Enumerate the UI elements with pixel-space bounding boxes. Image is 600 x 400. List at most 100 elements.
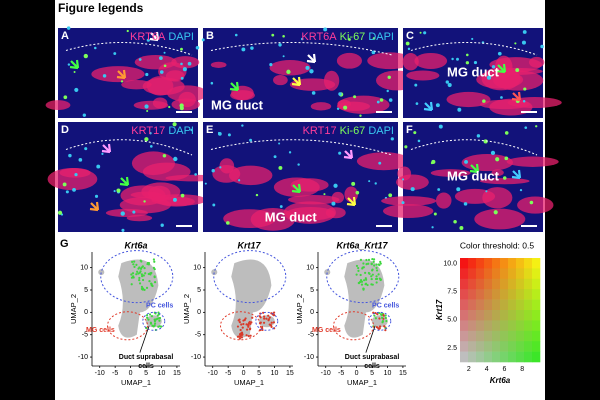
cell-point — [267, 318, 270, 321]
nucleus — [96, 164, 101, 169]
nucleus — [163, 64, 167, 68]
duct-label: Duct suprabasal — [119, 354, 174, 361]
tissue-signal — [482, 187, 513, 209]
cell-point — [135, 263, 138, 267]
cell-point — [151, 284, 154, 288]
tissue-signal — [446, 91, 491, 108]
nucleus — [413, 131, 417, 135]
nucleus — [278, 43, 282, 47]
cell-point — [149, 322, 153, 325]
nucleus — [311, 91, 316, 95]
cell-point — [373, 264, 376, 267]
duct-outline — [255, 311, 279, 331]
cell-point — [246, 323, 250, 326]
cell-point — [236, 335, 240, 338]
y-tick-label: 0 — [84, 309, 88, 316]
threshold-cell — [476, 299, 485, 311]
cell-point — [130, 260, 134, 264]
nucleus — [323, 27, 328, 32]
nucleus — [84, 147, 88, 151]
cell-point — [135, 273, 138, 276]
nucleus — [126, 29, 129, 33]
tissue-signal — [367, 52, 413, 70]
threshold-cell — [532, 289, 541, 300]
cell-point — [357, 266, 360, 270]
tissue-signal — [273, 75, 288, 86]
cell-point — [364, 282, 368, 285]
cell-point — [384, 314, 387, 317]
cell-point — [153, 268, 156, 271]
nucleus — [72, 187, 76, 192]
duct-label: Duct suprabasal — [345, 354, 400, 361]
nucleus — [57, 210, 63, 215]
nucleus — [401, 178, 405, 181]
cell-point — [376, 313, 379, 316]
nucleus — [483, 139, 488, 144]
threshold-cell — [516, 310, 525, 321]
y-tick-label: -5 — [308, 332, 314, 339]
y-tick-label: -5 — [195, 332, 201, 339]
cell-point — [147, 261, 151, 265]
nucleus — [305, 65, 310, 70]
cell-point — [148, 279, 151, 283]
cell-point — [360, 283, 364, 286]
nucleus — [149, 145, 153, 148]
threshold-cell — [516, 268, 525, 280]
threshold-cell — [460, 278, 469, 290]
stain-name: KRT17 — [303, 125, 337, 137]
image-panel: E KRT17 Ki-67 DAPI MG duct — [203, 122, 411, 232]
nucleus — [378, 161, 382, 165]
threshold-cell — [476, 278, 485, 290]
umap-plot: Krt6a -10 -5 0 5 10 15 -10 -5 0 5 10 UMAP_1 UMAP_2 PC … — [69, 240, 181, 387]
threshold-cell — [532, 299, 541, 311]
nucleus — [379, 98, 384, 102]
nucleus — [194, 173, 197, 176]
cell-point — [238, 318, 241, 321]
threshold-cell — [524, 320, 533, 332]
x-tick-label: 5 — [370, 370, 374, 377]
nucleus — [282, 55, 285, 58]
image-panel: C MG duct — [402, 28, 562, 118]
x-tick-label: -10 — [95, 370, 105, 377]
nucleus — [297, 163, 300, 166]
x-tick-label: 15 — [173, 370, 181, 377]
nucleus — [404, 145, 408, 149]
threshold-cell — [460, 330, 469, 342]
threshold-cell — [500, 330, 509, 342]
cell-point — [365, 262, 368, 266]
panel-label: C — [406, 30, 414, 42]
arrow — [101, 143, 112, 154]
cell-point — [239, 332, 242, 336]
tissue-signal — [171, 98, 200, 111]
cell-point — [372, 258, 376, 261]
nucleus — [241, 124, 244, 127]
nucleus — [269, 63, 273, 67]
nucleus — [463, 202, 468, 206]
pc-label: PC cells — [146, 302, 173, 309]
stain-label: KRT17 Ki-67 DAPI — [303, 125, 394, 137]
cell-point — [138, 282, 142, 285]
tissue-signal — [289, 78, 336, 91]
cell-point — [258, 315, 261, 318]
nucleus — [456, 57, 459, 61]
nucleus — [407, 47, 411, 51]
cell-point — [379, 262, 382, 265]
nucleus — [195, 46, 200, 50]
nucleus — [249, 138, 253, 142]
nucleus — [386, 89, 389, 93]
nucleus — [182, 67, 187, 72]
y-tick-label: 5 — [197, 287, 201, 294]
nucleus — [451, 57, 454, 61]
threshold-cell — [500, 299, 509, 311]
nucleus — [338, 151, 342, 155]
cell-point — [145, 314, 149, 317]
tissue-signal — [131, 151, 175, 176]
threshold-cell — [532, 278, 541, 290]
threshold-cell — [508, 258, 517, 269]
x-tick-label: 0 — [242, 370, 246, 377]
x-axis-label: UMAP_1 — [347, 378, 377, 387]
x-axis-label: UMAP_1 — [234, 378, 264, 387]
tissue-signal — [356, 152, 411, 171]
cell-point — [158, 319, 161, 322]
